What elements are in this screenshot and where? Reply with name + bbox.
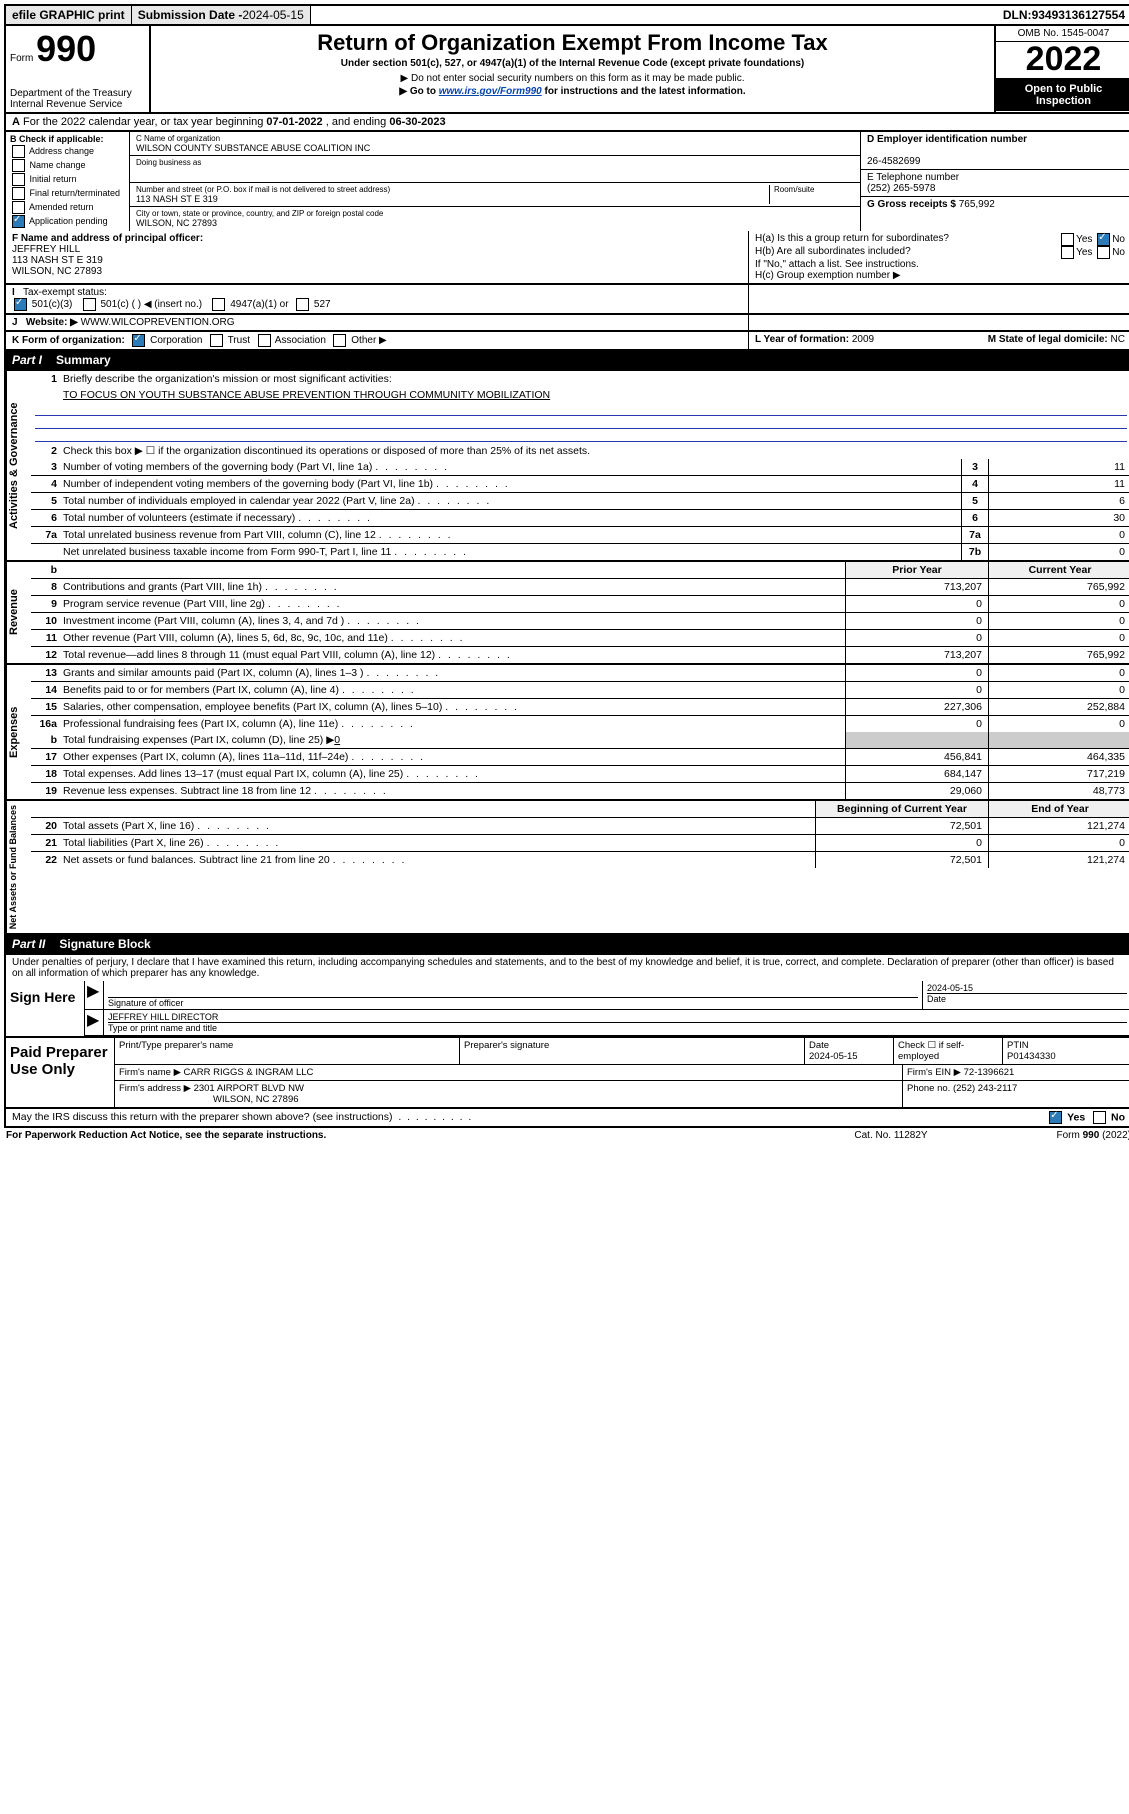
firm-name: CARR RIGGS & INGRAM LLC — [184, 1067, 314, 1078]
col-b-checkboxes: B Check if applicable: Address change Na… — [6, 132, 130, 231]
sig-date: 2024-05-15 — [927, 983, 973, 993]
dln-label: DLN: — [1003, 8, 1032, 22]
submission-date-label: Submission Date - — [138, 8, 243, 22]
phone-value: (252) 265-5978 — [867, 183, 935, 194]
chk-amended-return[interactable]: Amended return — [10, 201, 125, 214]
gross-receipts: 765,992 — [959, 199, 995, 210]
open-public-badge: Open to Public Inspection — [996, 79, 1129, 111]
vtab-activities: Activities & Governance — [6, 371, 31, 560]
discuss-no[interactable] — [1093, 1111, 1106, 1124]
form-header: Form 990 Department of the Treasury Inte… — [4, 26, 1129, 114]
year-formation: 2009 — [852, 334, 874, 345]
block-bcd: B Check if applicable: Address change Na… — [4, 132, 1129, 231]
chk-initial-return[interactable]: Initial return — [10, 173, 125, 186]
header-line3: ▶ Go to www.irs.gov/Form990 for instruct… — [157, 86, 988, 97]
row-j-website: J Website: ▶ WWW.WILCOPREVENTION.ORG — [4, 315, 1129, 332]
org-name: WILSON COUNTY SUBSTANCE ABUSE COALITION … — [136, 143, 854, 153]
page-footer: For Paperwork Reduction Act Notice, see … — [4, 1128, 1129, 1143]
website-value: WWW.WILCOPREVENTION.ORG — [81, 317, 235, 328]
chk-final-return[interactable]: Final return/terminated — [10, 187, 125, 200]
row-i-tax-status: I Tax-exempt status: 501(c)(3) 501(c) ( … — [4, 285, 1129, 315]
tax-year: 2022 — [996, 42, 1129, 79]
top-bar: efile GRAPHIC print Submission Date - 20… — [4, 4, 1129, 26]
part-1-body: Activities & Governance 1Briefly describ… — [4, 371, 1129, 562]
submission-date-value: 2024-05-15 — [242, 8, 303, 22]
chk-app-pending[interactable]: Application pending — [10, 215, 125, 228]
irs-label: Internal Revenue Service — [10, 99, 145, 110]
irs-link[interactable]: www.irs.gov/Form990 — [439, 86, 542, 97]
efile-print-button[interactable]: efile GRAPHIC print — [6, 6, 132, 24]
row-k-form-org: K Form of organization: Corporation Trus… — [4, 332, 1129, 351]
submission-date-cell: Submission Date - 2024-05-15 — [132, 6, 311, 24]
dept-label: Department of the Treasury — [10, 88, 145, 99]
tax-year-begin: 07-01-2022 — [266, 116, 322, 128]
ptin: P01434330 — [1007, 1051, 1056, 1062]
org-street: 113 NASH ST E 319 — [136, 194, 769, 204]
chk-address-change[interactable]: Address change — [10, 145, 125, 158]
row-f-h: F Name and address of principal officer:… — [4, 231, 1129, 285]
firm-phone: (252) 243-2117 — [953, 1083, 1017, 1094]
vtab-revenue: Revenue — [6, 562, 31, 663]
dln-cell: DLN: 93493136127554 — [997, 6, 1129, 24]
header-line2: ▶ Do not enter social security numbers o… — [157, 73, 988, 84]
mission-blank-lines — [35, 403, 1127, 443]
penalties-text: Under penalties of perjury, I declare th… — [4, 955, 1129, 981]
irs-discuss-row: May the IRS discuss this return with the… — [4, 1109, 1129, 1128]
header-right: OMB No. 1545-0047 2022 Open to Public In… — [994, 26, 1129, 112]
header-left: Form 990 Department of the Treasury Inte… — [6, 26, 151, 112]
row-a-tax-year: A For the 2022 calendar year, or tax yea… — [4, 114, 1129, 132]
vtab-expenses: Expenses — [6, 665, 31, 799]
col-d-info: D Employer identification number 26-4582… — [861, 132, 1129, 231]
firm-ein: 72-1396621 — [964, 1067, 1015, 1078]
tax-year-end: 06-30-2023 — [389, 116, 445, 128]
dln-value: 93493136127554 — [1032, 8, 1125, 22]
header-mid: Return of Organization Exempt From Incom… — [151, 26, 994, 112]
officer-printed: JEFFREY HILL DIRECTOR — [108, 1012, 218, 1022]
chk-501c3[interactable] — [14, 298, 27, 311]
state-domicile: NC — [1111, 334, 1125, 345]
officer-name: JEFFREY HILL — [12, 244, 80, 255]
paid-preparer-block: Paid Preparer Use Only Print/Type prepar… — [4, 1038, 1129, 1109]
form-label: Form — [10, 53, 33, 64]
part-1-header: Part I Summary — [4, 351, 1129, 371]
vtab-net-assets: Net Assets or Fund Balances — [6, 801, 31, 933]
header-line1: Under section 501(c), 527, or 4947(a)(1)… — [157, 58, 988, 69]
chk-name-change[interactable]: Name change — [10, 159, 125, 172]
org-city: WILSON, NC 27893 — [136, 218, 854, 228]
discuss-yes[interactable] — [1049, 1111, 1062, 1124]
part-2-header: Part II Signature Block — [4, 935, 1129, 955]
form-number: 990 — [36, 28, 96, 69]
sign-here-block: Sign Here ▶ Signature of officer 2024-05… — [4, 981, 1129, 1038]
form-title: Return of Organization Exempt From Incom… — [157, 30, 988, 56]
mission-text: TO FOCUS ON YOUTH SUBSTANCE ABUSE PREVEN… — [61, 387, 1129, 403]
col-c-org-info: C Name of organization WILSON COUNTY SUB… — [130, 132, 861, 231]
ein-value: 26-4582699 — [867, 156, 920, 167]
